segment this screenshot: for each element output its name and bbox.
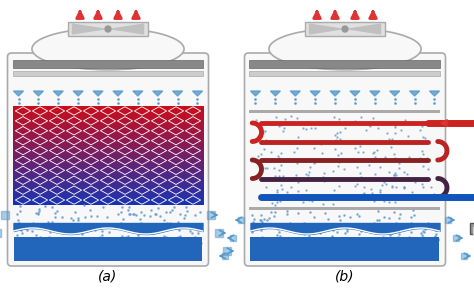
FancyBboxPatch shape bbox=[68, 22, 147, 36]
Polygon shape bbox=[192, 91, 202, 96]
Polygon shape bbox=[349, 24, 381, 34]
Bar bbox=[250, 237, 439, 261]
Polygon shape bbox=[13, 91, 24, 96]
Bar bbox=[249, 110, 440, 113]
Polygon shape bbox=[310, 91, 320, 96]
Ellipse shape bbox=[32, 28, 184, 70]
Polygon shape bbox=[270, 91, 281, 96]
Circle shape bbox=[105, 26, 111, 32]
Polygon shape bbox=[350, 91, 360, 96]
Polygon shape bbox=[310, 24, 341, 34]
Polygon shape bbox=[390, 91, 400, 96]
Polygon shape bbox=[173, 91, 182, 96]
FancyBboxPatch shape bbox=[305, 22, 384, 36]
Bar bbox=[12, 71, 203, 76]
Bar bbox=[471, 223, 474, 234]
Polygon shape bbox=[153, 91, 163, 96]
Polygon shape bbox=[429, 91, 439, 96]
Polygon shape bbox=[73, 24, 104, 34]
FancyBboxPatch shape bbox=[245, 53, 446, 266]
Bar bbox=[249, 207, 440, 210]
Polygon shape bbox=[33, 91, 44, 96]
Bar bbox=[13, 237, 202, 261]
Polygon shape bbox=[73, 91, 83, 96]
Polygon shape bbox=[250, 91, 261, 96]
Polygon shape bbox=[330, 91, 340, 96]
Polygon shape bbox=[410, 91, 419, 96]
Bar bbox=[12, 60, 203, 68]
Bar bbox=[249, 71, 440, 76]
Polygon shape bbox=[53, 91, 63, 96]
FancyBboxPatch shape bbox=[8, 53, 209, 266]
Polygon shape bbox=[370, 91, 380, 96]
Ellipse shape bbox=[269, 28, 421, 70]
Polygon shape bbox=[93, 91, 103, 96]
Circle shape bbox=[342, 26, 348, 32]
Text: (a): (a) bbox=[99, 270, 118, 284]
Polygon shape bbox=[113, 91, 123, 96]
Text: (b): (b) bbox=[335, 270, 355, 284]
Polygon shape bbox=[290, 91, 300, 96]
Polygon shape bbox=[112, 24, 144, 34]
Polygon shape bbox=[133, 91, 143, 96]
Bar bbox=[249, 60, 440, 68]
